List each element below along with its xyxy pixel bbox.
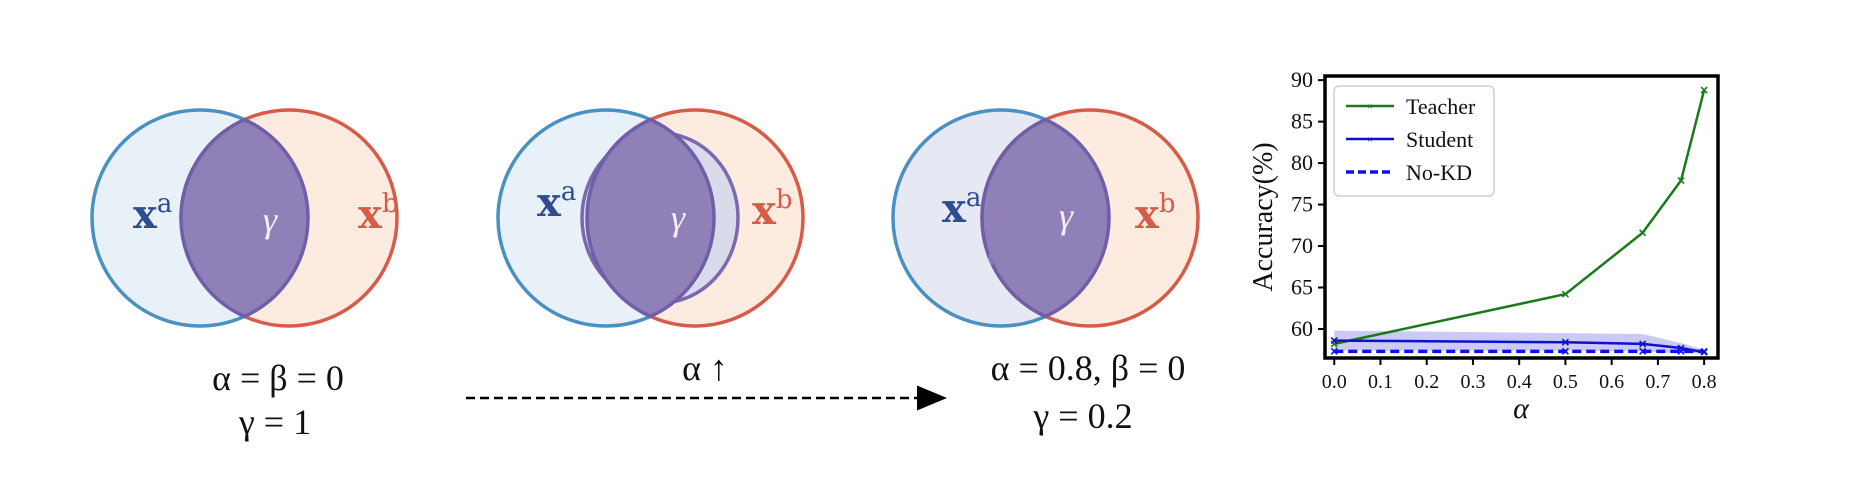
y-tick-label: 75 bbox=[1291, 192, 1313, 217]
data-point-no-kd bbox=[1639, 347, 1647, 355]
legend: × Teacher × Student No-KD bbox=[1333, 85, 1495, 197]
x-tick-label: 0.5 bbox=[1553, 371, 1578, 393]
x-tick-label: 0.3 bbox=[1460, 371, 1485, 393]
data-point-teacher bbox=[1700, 86, 1708, 94]
data-point-no-kd bbox=[1330, 347, 1338, 355]
legend-box bbox=[1333, 85, 1495, 197]
data-point-student bbox=[1330, 337, 1338, 345]
label-xa: xa bbox=[537, 177, 576, 226]
x-tick-label: 0.1 bbox=[1368, 371, 1393, 393]
venn-panel-3: xa α γ xb α = 0.8, β = 0 γ = 0.2 bbox=[891, 108, 1200, 436]
data-point-student bbox=[1639, 340, 1647, 348]
legend-entry-nokd: No-KD bbox=[1346, 160, 1472, 185]
legend-marker: × bbox=[1367, 134, 1373, 146]
caption-1-line2: γ = 1 bbox=[238, 402, 311, 442]
caption-3-line2: γ = 0.2 bbox=[1032, 396, 1132, 436]
label-xb: xb bbox=[1135, 189, 1176, 238]
y-tick-label: 65 bbox=[1291, 275, 1313, 300]
data-point-no-kd bbox=[1700, 347, 1708, 355]
caption-3-line1: α = 0.8, β = 0 bbox=[991, 348, 1186, 388]
x-axis: 0.0 0.1 0.2 0.3 0.4 0.5 0.6 0.7 0.8 bbox=[1322, 358, 1717, 393]
label-alpha: α bbox=[988, 235, 1006, 271]
caption-1-line1: α = β = 0 bbox=[212, 358, 344, 398]
overlap-gamma bbox=[982, 110, 1109, 326]
x-tick-label: 0.4 bbox=[1507, 371, 1532, 393]
data-point-teacher bbox=[1677, 176, 1685, 185]
venn-panel-2: xa α γ xb α ↑ bbox=[496, 108, 805, 388]
plot-frame bbox=[1323, 74, 1720, 360]
y-tick-label: 60 bbox=[1291, 316, 1313, 341]
y-axis: 60 65 70 75 80 85 90 bbox=[1291, 67, 1325, 341]
x-tick-label: 0.6 bbox=[1599, 371, 1624, 393]
data-point-student bbox=[1561, 338, 1569, 346]
legend-label-teacher: Teacher bbox=[1406, 94, 1476, 119]
label-xb: xb bbox=[358, 189, 399, 238]
data-point-teacher bbox=[1639, 229, 1647, 237]
y-tick-label: 70 bbox=[1291, 233, 1313, 258]
legend-label-nokd: No-KD bbox=[1406, 160, 1472, 185]
accuracy-chart: 0.0 0.1 0.2 0.3 0.4 0.5 0.6 0.7 0.8 60 65 70 75 80 85… bbox=[1248, 67, 1720, 425]
label-xb: xb bbox=[752, 185, 793, 234]
x-tick-label: 0.0 bbox=[1322, 371, 1347, 393]
label-gamma: γ bbox=[1059, 196, 1074, 236]
legend-label-student: Student bbox=[1406, 127, 1473, 152]
legend-entry-teacher: × Teacher bbox=[1346, 94, 1476, 119]
label-alpha: α bbox=[603, 199, 622, 236]
y-tick-label: 90 bbox=[1291, 67, 1313, 92]
legend-entry-student: × Student bbox=[1346, 127, 1473, 152]
caption-2: α ↑ bbox=[682, 348, 728, 388]
label-xa: xa bbox=[133, 189, 172, 238]
venn-panel-1: xa xb γ α = β = 0 γ = 1 bbox=[90, 108, 399, 442]
overlap-outline bbox=[980, 117, 1111, 319]
data-point-no-kd bbox=[1677, 347, 1685, 355]
overlap-outline bbox=[585, 117, 716, 319]
label-gamma: γ bbox=[263, 200, 278, 240]
x-axis-label: α bbox=[1513, 392, 1530, 425]
legend-marker: × bbox=[1367, 101, 1373, 113]
data-point-no-kd bbox=[1561, 347, 1569, 355]
y-tick-label: 85 bbox=[1291, 109, 1313, 134]
y-axis-label: Accuracy(%) bbox=[1248, 142, 1279, 291]
series-points bbox=[1330, 86, 1708, 356]
x-tick-label: 0.8 bbox=[1692, 371, 1717, 393]
y-tick-label: 80 bbox=[1291, 150, 1313, 175]
x-tick-label: 0.7 bbox=[1645, 371, 1670, 393]
overlap-gamma bbox=[587, 110, 714, 326]
overlap-outline bbox=[179, 117, 310, 319]
label-gamma: γ bbox=[671, 198, 686, 238]
data-point-teacher bbox=[1561, 290, 1569, 298]
x-tick-label: 0.2 bbox=[1414, 371, 1439, 393]
label-xa: xa bbox=[942, 183, 981, 232]
overlap-gamma bbox=[181, 110, 308, 326]
